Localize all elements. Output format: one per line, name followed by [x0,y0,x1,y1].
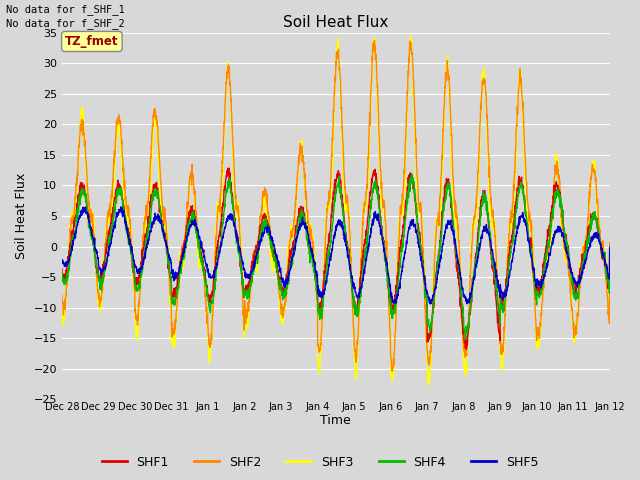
Title: Soil Heat Flux: Soil Heat Flux [283,15,388,30]
X-axis label: Time: Time [321,414,351,427]
Text: No data for f_SHF_1: No data for f_SHF_1 [6,4,125,15]
Text: No data for f_SHF_2: No data for f_SHF_2 [6,18,125,29]
Text: TZ_fmet: TZ_fmet [65,35,118,48]
Legend: SHF1, SHF2, SHF3, SHF4, SHF5: SHF1, SHF2, SHF3, SHF4, SHF5 [97,451,543,474]
Y-axis label: Soil Heat Flux: Soil Heat Flux [15,173,28,259]
